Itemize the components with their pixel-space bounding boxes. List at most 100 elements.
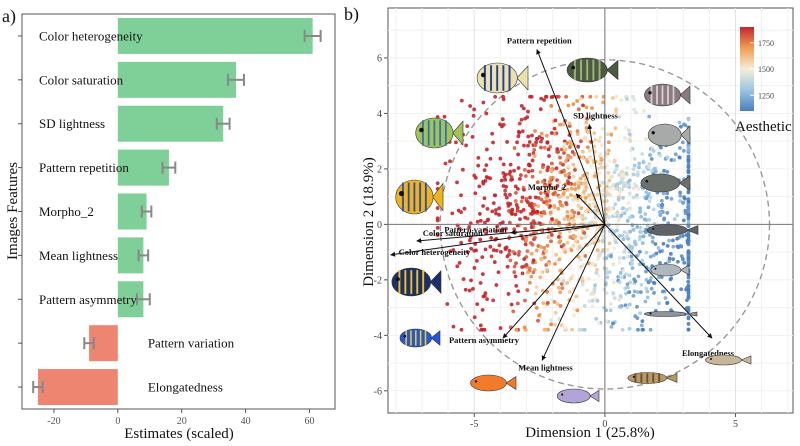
data-point xyxy=(648,254,653,259)
fish-eye xyxy=(648,91,652,95)
data-point xyxy=(580,276,585,281)
data-point xyxy=(494,208,498,212)
data-point xyxy=(567,121,572,126)
data-point xyxy=(490,131,495,136)
data-point xyxy=(658,153,663,158)
data-point xyxy=(579,139,583,144)
data-point xyxy=(637,249,642,254)
data-point xyxy=(580,279,585,284)
data-point xyxy=(638,209,643,214)
data-point xyxy=(544,196,549,200)
bar xyxy=(117,61,236,98)
data-point xyxy=(556,206,561,211)
data-point xyxy=(665,155,670,160)
data-point xyxy=(635,316,640,321)
data-point xyxy=(686,148,691,153)
colorbar-ticks: 1250 1500 1750 xyxy=(750,39,774,100)
data-point xyxy=(585,288,590,293)
data-point xyxy=(600,192,605,197)
data-point xyxy=(669,308,673,313)
data-point xyxy=(519,199,524,204)
data-point xyxy=(569,248,574,253)
data-point xyxy=(515,301,520,306)
data-point xyxy=(611,183,616,188)
data-point xyxy=(465,249,470,254)
data-point xyxy=(435,181,440,186)
data-point xyxy=(647,114,652,119)
data-point xyxy=(522,187,526,192)
data-point xyxy=(555,147,560,151)
data-point xyxy=(571,174,576,179)
data-point xyxy=(612,158,617,163)
scatter-y-tick-label: 2 xyxy=(377,164,382,175)
data-point xyxy=(554,253,559,257)
pipefish-image xyxy=(643,311,698,317)
data-point xyxy=(564,200,568,205)
fish-tail xyxy=(678,175,691,191)
data-point xyxy=(527,152,532,157)
data-point xyxy=(509,175,514,179)
data-point xyxy=(588,241,593,246)
data-point xyxy=(475,302,480,307)
data-point xyxy=(622,248,627,253)
fish-body xyxy=(470,374,507,392)
data-point xyxy=(661,191,666,196)
data-point xyxy=(563,182,568,187)
data-point xyxy=(573,187,578,191)
data-point xyxy=(636,327,640,332)
data-point xyxy=(575,308,580,313)
scatter-y-tick-label: 6 xyxy=(377,53,382,64)
fish-eye xyxy=(480,72,486,78)
data-point xyxy=(662,168,666,173)
data-point xyxy=(575,129,580,134)
data-point xyxy=(542,145,547,150)
data-point xyxy=(605,132,610,137)
data-point xyxy=(590,106,594,111)
data-point xyxy=(614,107,618,112)
data-point xyxy=(617,233,622,238)
data-point xyxy=(609,132,614,137)
data-point xyxy=(514,283,519,288)
loading-label: Pattern asymmetry xyxy=(449,335,520,345)
data-point xyxy=(482,196,487,201)
data-point xyxy=(618,271,623,275)
data-point xyxy=(578,264,583,269)
data-point xyxy=(488,244,493,249)
anthias-image xyxy=(470,374,517,392)
data-point xyxy=(656,275,661,280)
data-point xyxy=(533,143,538,148)
data-point xyxy=(581,149,585,154)
data-point xyxy=(520,129,525,134)
data-point xyxy=(501,97,506,102)
data-point xyxy=(609,324,614,329)
bar-x-tick-label: 20 xyxy=(177,416,187,427)
data-point xyxy=(549,161,554,166)
data-point xyxy=(631,228,636,232)
data-point xyxy=(613,202,618,207)
data-point xyxy=(481,181,486,186)
data-point xyxy=(544,249,549,253)
data-point xyxy=(550,94,555,99)
data-point xyxy=(648,153,652,158)
data-point xyxy=(650,169,654,173)
data-point xyxy=(496,270,501,275)
colorbar-tick-label: 1750 xyxy=(758,39,774,48)
data-point xyxy=(539,96,544,101)
data-point xyxy=(533,195,538,200)
data-point xyxy=(639,283,644,287)
data-point xyxy=(553,118,558,123)
data-point xyxy=(517,130,522,135)
data-point xyxy=(683,208,688,213)
data-point xyxy=(686,242,691,247)
data-point xyxy=(632,97,637,102)
data-point xyxy=(550,217,554,221)
data-point xyxy=(518,217,522,222)
data-point xyxy=(669,196,674,201)
data-point xyxy=(686,224,691,229)
data-point xyxy=(549,233,554,237)
data-point xyxy=(590,290,595,295)
data-point xyxy=(570,208,575,213)
data-point xyxy=(564,94,569,99)
data-point xyxy=(652,291,656,295)
data-point xyxy=(615,163,619,168)
